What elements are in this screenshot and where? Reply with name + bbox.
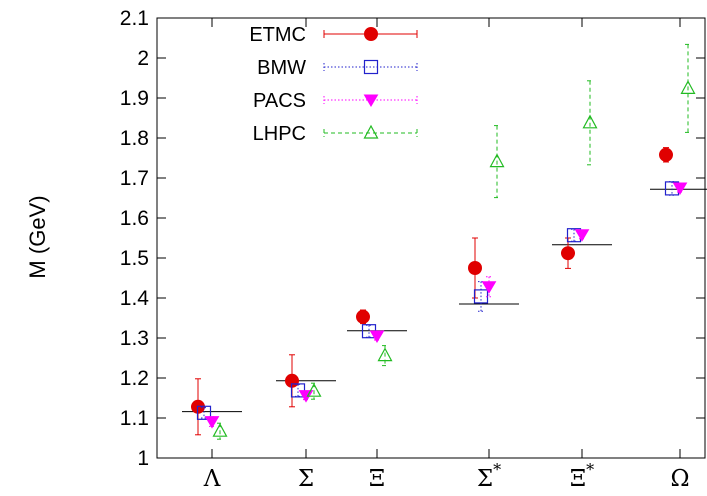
data-point [561, 246, 575, 261]
data-marks [191, 43, 696, 440]
y-tick-label: 2 [137, 47, 149, 70]
data-point [356, 309, 370, 324]
data-point [377, 347, 393, 362]
x-tick-label: Σ* [477, 460, 501, 492]
y-tick-label: 1.3 [120, 327, 149, 350]
y-tick-label: 1.7 [120, 167, 149, 190]
legend-marker [363, 59, 379, 75]
y-tick-label: 1.1 [120, 407, 149, 430]
y-tick-label: 1.5 [120, 247, 149, 270]
data-point [582, 114, 598, 129]
legend-entry-bmw: BMW [257, 57, 418, 79]
data-point [212, 422, 228, 437]
y-axis-title: M (GeV) [25, 195, 50, 278]
series-etmc [191, 147, 673, 436]
legend-label: BMW [257, 57, 306, 79]
data-point [369, 330, 385, 343]
y-tick-label: 1.8 [120, 127, 149, 150]
legend-marker [364, 27, 378, 41]
x-tick-label: Λ [203, 466, 221, 492]
data-point [659, 147, 673, 162]
legend-marker [363, 94, 379, 107]
legend-label: PACS [253, 90, 306, 112]
x-tick-label: Ω [670, 466, 689, 492]
y-tick-label: 1.9 [120, 87, 149, 110]
plot-frame [156, 17, 706, 459]
data-point [468, 261, 482, 275]
data-point [196, 405, 212, 420]
data-point [306, 382, 322, 397]
data-point [489, 153, 505, 168]
series-pacs [204, 182, 688, 429]
y-tick-label: 1.4 [120, 287, 150, 310]
plot-border [156, 17, 706, 459]
series-lhpc [212, 43, 696, 440]
data-point [204, 416, 220, 429]
legend-label: LHPC [253, 123, 306, 145]
legend-entry-pacs: PACS [253, 90, 418, 112]
x-axis: Λ Σ Ξ Σ* Ξ* Ω [203, 18, 690, 492]
x-tick-label: Ξ* [570, 460, 594, 492]
data-point [672, 182, 688, 195]
y-tick-label: 1.6 [120, 207, 149, 230]
legend-entry-lhpc: LHPC [253, 123, 418, 145]
legend-entry-etmc: ETMC [249, 24, 418, 46]
y-tick-label: 1 [137, 447, 149, 470]
x-tick-label: Ξ [369, 466, 385, 492]
y-tick-label: 2.1 [120, 7, 149, 30]
data-point [680, 80, 696, 95]
experimental-lines [182, 188, 707, 413]
data-point [574, 229, 590, 242]
series-bmw [196, 181, 680, 420]
x-tick-label: Σ [298, 466, 314, 492]
data-point [481, 281, 497, 294]
legend-label: ETMC [249, 24, 306, 46]
y-tick-label: 1.2 [120, 367, 149, 390]
y-axis: 1 1.1 1.2 1.3 1.4 1.5 1.6 1.7 1.8 1.9 2 2.1 [120, 7, 705, 470]
legend: ETMC BMW PACS LHPC [249, 24, 418, 145]
legend-marker [363, 124, 379, 139]
